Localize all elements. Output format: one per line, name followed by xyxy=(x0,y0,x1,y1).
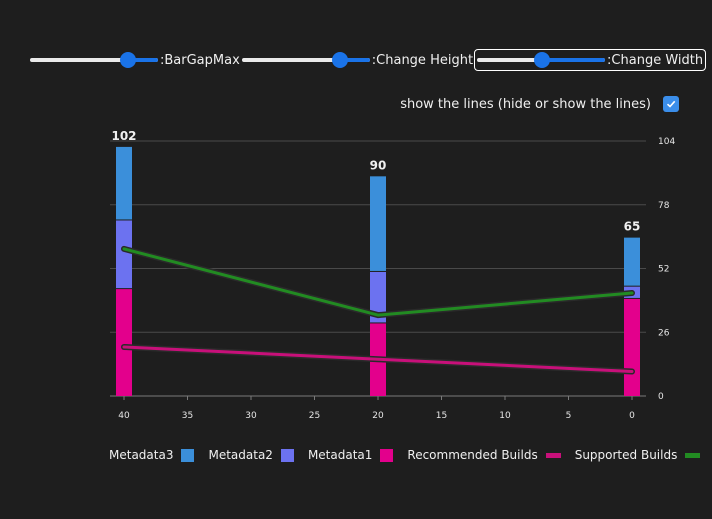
x-tick-label: 5 xyxy=(566,411,572,421)
chart-legend: Metadata3 Metadata2 Metadata1 Recommende… xyxy=(109,448,712,462)
legend-swatch xyxy=(380,448,394,462)
slider-fill xyxy=(541,58,606,62)
slider-fill xyxy=(124,58,158,62)
x-tick-label: 15 xyxy=(436,411,447,421)
legend-item-metadata3[interactable]: Metadata3 xyxy=(109,448,195,462)
x-tick-label: 10 xyxy=(499,411,511,421)
y-tick-label: 26 xyxy=(658,328,670,338)
bar-segment-metadata2 xyxy=(116,220,132,289)
y-tick-label: 104 xyxy=(658,137,675,147)
y-tick-label: 52 xyxy=(658,265,669,275)
y-tick-label: 0 xyxy=(658,392,664,402)
change-width-slider[interactable] xyxy=(477,52,606,68)
bar-segment-metadata1 xyxy=(624,298,640,396)
bar-segment-metadata2 xyxy=(370,271,386,323)
legend-swatch xyxy=(280,448,294,462)
change-width-control: :Change Width xyxy=(474,49,707,71)
bar-total-label: 102 xyxy=(111,129,136,143)
bar-segment-metadata3 xyxy=(370,176,386,271)
show-lines-toggle[interactable]: show the lines (hide or show the lines) xyxy=(400,96,679,112)
y-tick-label: 78 xyxy=(658,201,670,211)
line-series xyxy=(121,245,635,375)
legend-label: Metadata1 xyxy=(307,448,373,462)
slider-thumb[interactable] xyxy=(534,52,551,68)
x-tick-label: 30 xyxy=(245,411,257,421)
line-supported-builds xyxy=(122,247,634,317)
line-recommended-builds xyxy=(122,345,634,373)
change-height-label: :Change Height xyxy=(371,52,474,68)
legend-label: Metadata3 xyxy=(109,448,174,462)
legend-swatch xyxy=(545,452,561,458)
x-tick-label: 20 xyxy=(372,411,384,421)
x-tick-label: 35 xyxy=(182,411,193,421)
bar-total-label: 90 xyxy=(370,158,387,172)
legend-item-recommended-builds[interactable]: Recommended Builds xyxy=(407,448,561,462)
legend-label: Recommended Builds xyxy=(407,448,538,462)
bar-segment-metadata3 xyxy=(116,146,132,220)
change-width-label: :Change Width xyxy=(607,52,704,68)
slider-track xyxy=(30,58,158,62)
legend-item-metadata2[interactable]: Metadata2 xyxy=(208,448,294,462)
bar-total-label: 65 xyxy=(624,220,641,234)
axis-labels: 0 26 52 78 104 40 35 30 25 20 15 10 5 0 102 90 65 xyxy=(111,129,675,421)
legend-label: Metadata2 xyxy=(208,448,273,462)
x-tick-label: 40 xyxy=(118,411,130,421)
slider-thumb[interactable] xyxy=(331,52,348,68)
slider-track xyxy=(241,58,370,62)
slider-fill xyxy=(335,58,370,62)
slider-thumb[interactable] xyxy=(120,52,136,68)
legend-swatch xyxy=(181,448,195,462)
x-tick-label: 0 xyxy=(629,411,635,421)
legend-item-supported-builds[interactable]: Supported Builds xyxy=(575,448,701,462)
controls-bar: :BarGapMax :Change Height :Change Width xyxy=(30,48,707,72)
legend-label: Supported Builds xyxy=(574,448,678,462)
change-height-control: :Change Height xyxy=(241,52,475,68)
checkmark-icon xyxy=(666,100,676,108)
show-lines-label: show the lines (hide or show the lines) xyxy=(400,96,651,112)
bar-gap-label: :BarGapMax xyxy=(160,52,240,68)
legend-swatch xyxy=(685,452,701,458)
bar-gap-control: :BarGapMax xyxy=(30,52,242,68)
show-lines-checkbox[interactable] xyxy=(663,96,679,112)
x-tick-label: 25 xyxy=(309,411,320,421)
legend-item-metadata1[interactable]: Metadata1 xyxy=(307,448,394,462)
bar-segment-metadata3 xyxy=(624,237,640,286)
bar-segment-metadata1 xyxy=(116,289,132,396)
bar-gap-slider[interactable] xyxy=(30,52,158,68)
change-height-slider[interactable] xyxy=(241,52,370,68)
